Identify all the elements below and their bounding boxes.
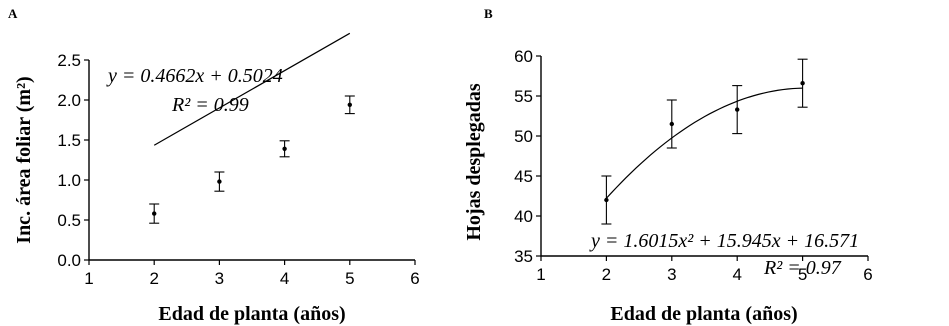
data-point	[217, 179, 222, 184]
x-tick-label: 5	[345, 269, 354, 288]
x-tick-label: 2	[149, 269, 158, 288]
data-point	[604, 197, 609, 203]
panel-b-label: B	[484, 6, 493, 21]
y-tick-label: 50	[514, 127, 533, 146]
y-tick-label: 2.5	[57, 51, 81, 70]
y-tick-label: 55	[514, 87, 533, 106]
x-tick-label: 4	[732, 265, 741, 284]
data-point-group	[279, 140, 290, 158]
x-tick-label: 6	[410, 269, 419, 288]
panel-b-axes	[540, 56, 868, 257]
data-point	[152, 211, 157, 216]
x-tick-label: 1	[84, 269, 93, 288]
y-tick-label: 1.0	[57, 171, 81, 190]
y-tick-label: 40	[514, 207, 533, 226]
y-tick-label: 1.5	[57, 131, 81, 150]
x-tick-label: 3	[215, 269, 224, 288]
data-point-group	[666, 99, 677, 149]
data-point-group	[732, 85, 743, 135]
panel-b-x-axis-title: Edad de planta (años)	[610, 303, 797, 325]
y-tick-label: 0.0	[57, 251, 81, 270]
data-point	[669, 121, 674, 127]
panel-a-r2: R² = 0.99	[171, 94, 249, 116]
panel-a-label: A	[8, 6, 18, 21]
data-point-group	[797, 58, 808, 108]
panel-a-y-axis-title: Inc. área foliar (m²)	[13, 76, 35, 243]
y-tick-label: 2.0	[57, 91, 81, 110]
y-tick-label: 35	[514, 247, 533, 266]
data-point	[800, 81, 805, 86]
data-point-group	[149, 203, 160, 224]
panel-a-equation: y = 0.4662x + 0.5024	[106, 65, 283, 87]
panel-b-x-ticks: 1 2 3 4 5 6	[536, 256, 873, 284]
y-tick-label: 45	[514, 167, 533, 186]
x-tick-label: 4	[280, 269, 289, 288]
panel-b-data-points	[601, 58, 808, 225]
panel-b-y-ticks: 35 40 45 50 55 60	[514, 47, 541, 266]
y-tick-label: 0.5	[57, 211, 81, 230]
data-point	[735, 107, 740, 112]
panel-a-x-ticks: 1 2 3 4 5 6	[84, 260, 420, 288]
x-tick-label: 5	[798, 265, 807, 284]
x-tick-label: 3	[667, 265, 676, 284]
data-point	[282, 146, 287, 151]
data-point	[347, 102, 352, 108]
y-tick-label: 60	[514, 47, 533, 66]
data-point-group	[601, 175, 612, 225]
x-tick-label: 2	[602, 265, 611, 284]
panel-a-y-ticks: 0.0 0.5 1.0 1.5 2.0 2.5	[57, 51, 89, 270]
x-tick-label: 1	[536, 265, 545, 284]
panel-a-x-axis-title: Edad de planta (años)	[158, 303, 345, 325]
panel-b-fit-curve	[605, 87, 803, 199]
panel-a-data-points	[149, 95, 355, 224]
panel-a-fit-line	[153, 32, 351, 146]
panel-b-equation: y = 1.6015x² + 15.945x + 16.571	[589, 230, 859, 252]
x-tick-label: 6	[863, 265, 872, 284]
data-point-group	[214, 171, 225, 192]
panel-a-axes	[88, 60, 415, 261]
data-point-group	[344, 95, 355, 115]
panel-b-y-axis-title: Hojas desplegadas	[463, 83, 485, 240]
panel-a: A 1 2 3 4 5 6 0.0 0.5 1.0 1.5 2.0 2.5 y = 0.4662x …	[8, 6, 420, 325]
panel-b-r2: R² = 0.97	[763, 257, 842, 279]
